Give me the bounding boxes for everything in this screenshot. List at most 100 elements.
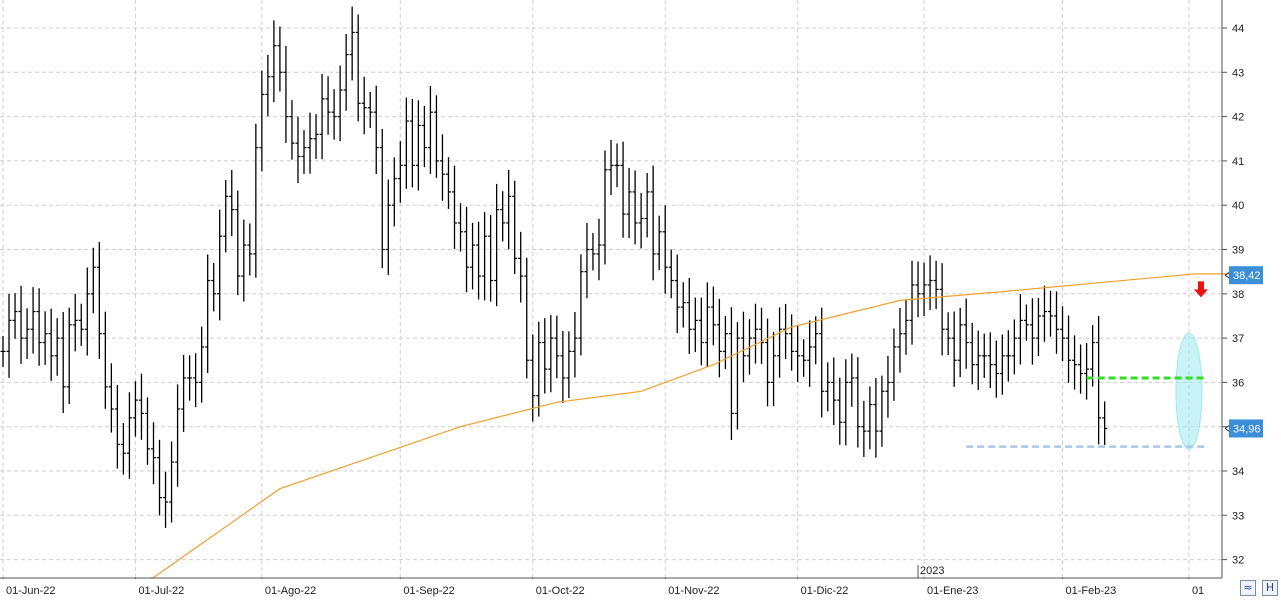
price-bar [668,249,674,299]
price-bar [596,218,602,281]
price-bar [157,439,163,516]
price-bar [163,471,169,528]
price-bar [18,285,24,364]
price-bar [704,282,710,368]
price-bar [337,65,343,142]
price-bar [1047,290,1053,337]
price-bar [542,318,548,394]
price-bar [879,375,885,447]
price-bar [169,441,175,523]
price-bar [331,89,337,140]
x-tick-label: 01-Jul-22 [138,585,184,597]
price-bar [12,293,18,339]
price-bar [686,277,692,354]
x-tick-label: 01-Dic-22 [801,585,849,597]
price-bar [807,320,813,387]
price-bar [1072,335,1078,390]
price-bar [530,334,536,422]
price-bar [1035,297,1041,357]
price-bar [397,141,403,203]
save-icon[interactable]: H [1262,580,1278,596]
plot-background [0,0,1222,578]
price-bar [313,114,319,159]
price-bar [439,134,445,201]
price-bar [831,357,837,426]
price-bar [728,307,734,440]
price-bar [975,330,981,390]
y-tick-label: 36 [1232,377,1244,389]
price-bar [801,339,807,377]
price-bar [873,378,879,458]
price-bar [692,297,698,353]
y-tick-label: 43 [1232,67,1244,79]
y-tick-label: 44 [1232,23,1244,35]
price-bar [632,170,638,245]
price-bar [734,321,740,430]
price-bar [674,254,680,334]
price-bar [379,128,385,269]
last-price-tag-box [1229,419,1263,438]
price-bar [361,76,367,135]
price-bar [373,85,379,175]
y-tick-label: 40 [1232,200,1244,212]
price-bar [217,209,223,321]
x-tick-label: 01-Ene-23 [927,585,978,597]
price-bar [488,215,494,302]
price-bar [367,91,373,128]
price-bar [783,303,789,359]
price-bar [650,165,656,281]
price-bar [963,298,969,369]
price-bar [271,20,277,103]
x-axis-labels: 01-Jun-22 01-Jul-22 01-Ago-22 01-Sep-22 01-O… [6,565,1204,597]
price-bar [506,169,512,250]
price-bar [6,293,12,378]
price-bar [1102,401,1108,445]
price-bar [554,315,560,379]
price-bar [795,325,801,383]
price-bar [1066,315,1072,383]
price-bar [114,384,120,469]
price-bar [235,190,241,296]
price-bar [120,423,126,475]
price-bar [1041,285,1047,342]
price-bar [385,179,391,276]
price-bar [421,105,427,168]
price-bar [518,231,524,303]
price-bar [662,205,668,294]
price-bar [132,381,138,437]
x-tick-label: 01-Oct-22 [536,585,585,597]
price-bar [837,377,843,445]
price-bar [813,316,819,365]
price-bar [1005,330,1011,382]
price-bar [0,335,6,367]
price-bar [205,254,211,373]
price-bar [981,333,987,378]
price-bar [470,222,476,290]
price-bar [283,45,289,143]
price-bar [608,140,614,196]
year-marker-label: 2023 [920,565,944,577]
price-bar [921,262,927,317]
y-tick-label: 37 [1232,333,1244,345]
price-bar [602,150,608,265]
price-bar [78,303,84,346]
last-price-tag-label: 34,96 [1233,423,1261,435]
price-bar [867,386,873,450]
price-bar [24,308,30,360]
price-bar [277,26,283,92]
price-bar [138,373,144,440]
price-bar [861,400,867,457]
chart-type-icon[interactable]: ≈ [1240,580,1256,596]
price-bar [957,307,963,378]
ma-price-tag-label: 38,42 [1233,270,1261,282]
price-bar [698,297,704,366]
price-bar [72,293,78,352]
price-bar [897,307,903,373]
price-bar [1084,343,1090,400]
price-bar [584,222,590,299]
price-bar [433,95,439,178]
price-bar [843,359,849,446]
price-bar [343,33,349,111]
price-bar [144,397,150,465]
